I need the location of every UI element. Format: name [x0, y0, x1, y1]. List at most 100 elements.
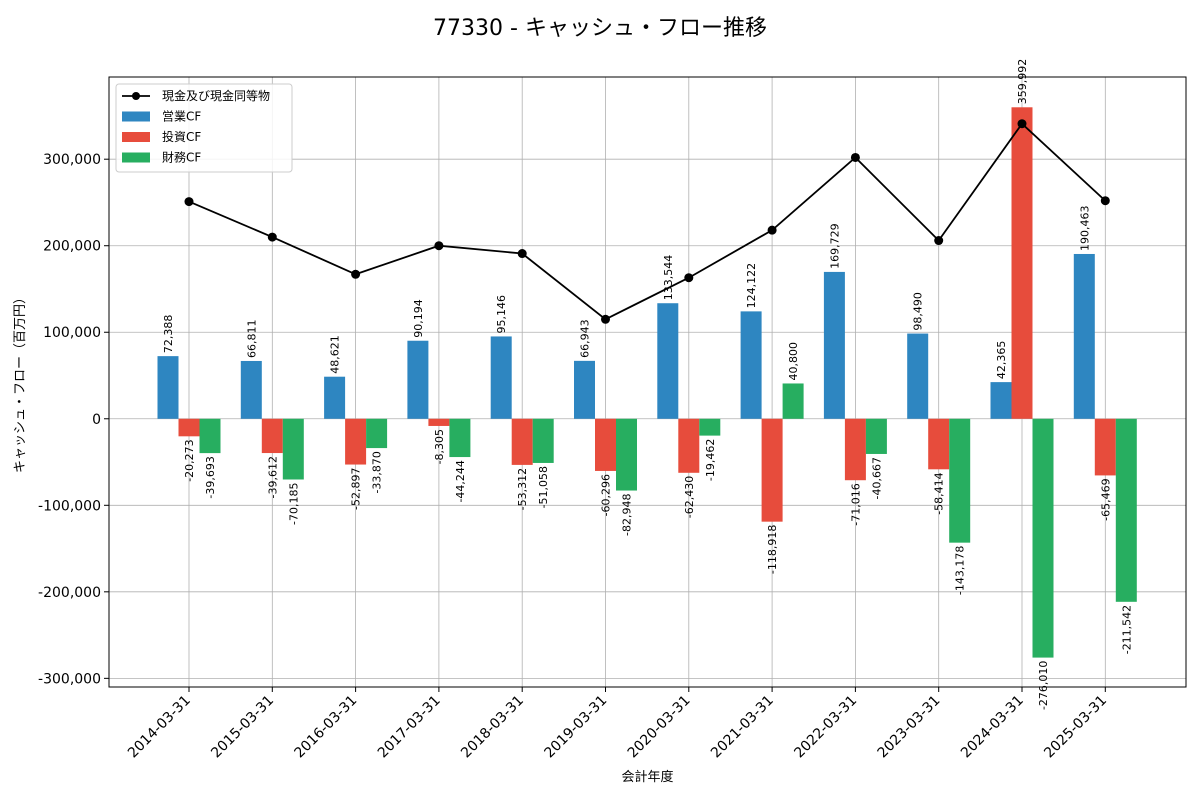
line-point	[850, 152, 860, 162]
line-point	[517, 249, 527, 259]
data-label: 72,388	[162, 315, 175, 354]
data-label: -71,016	[849, 483, 862, 525]
bar	[282, 418, 304, 480]
chart-title: 77330 - キャッシュ・フロー推移	[433, 16, 767, 41]
y-tick-label: 0	[92, 412, 101, 428]
legend-point-marker	[132, 92, 140, 100]
data-label: 66,811	[245, 319, 258, 357]
x-tick-label: 2019-03-31	[541, 693, 610, 762]
x-tick-label: 2024-03-31	[958, 693, 1027, 762]
data-label: -39,693	[204, 456, 217, 498]
data-label: 66,943	[579, 319, 592, 358]
x-tick-label: 2015-03-31	[208, 693, 277, 762]
legend-swatch	[122, 152, 150, 163]
bar	[907, 333, 929, 419]
bar	[990, 382, 1012, 419]
line-point	[1100, 196, 1110, 206]
x-tick-label: 2025-03-31	[1041, 693, 1110, 762]
x-tick-label: 2023-03-31	[875, 693, 944, 762]
bar	[511, 418, 533, 465]
data-label: -51,058	[537, 466, 550, 508]
y-tick-label: -300,000	[38, 671, 101, 687]
line-point	[767, 225, 777, 235]
bar	[699, 418, 721, 436]
data-label: 359,992	[1016, 59, 1029, 105]
bar	[574, 360, 595, 419]
legend-label: 営業CF	[162, 110, 201, 124]
y-tick-label: 100,000	[43, 325, 101, 341]
bar	[532, 418, 554, 463]
bar	[407, 340, 429, 419]
bar	[1094, 418, 1116, 476]
y-tick-label: 300,000	[43, 152, 101, 168]
data-label: 98,490	[912, 292, 925, 331]
bar	[595, 418, 616, 471]
data-label: 42,365	[995, 341, 1008, 380]
data-labels: 72,388 66,811 48,621 90,194 95,146 66,943 133,…	[162, 59, 1133, 710]
bar	[1073, 253, 1095, 419]
data-label: -20,273	[183, 439, 196, 481]
x-tick-label: 2021-03-31	[708, 693, 777, 762]
data-label: 133,544	[662, 255, 675, 301]
cash-line	[184, 119, 1110, 324]
x-tick-label: 2022-03-31	[791, 693, 860, 762]
legend-label: 投資CF	[162, 129, 201, 144]
data-label: -19,462	[704, 439, 717, 481]
legend-swatch	[122, 132, 150, 142]
bar	[782, 383, 804, 419]
data-label: -143,178	[954, 546, 967, 595]
bar	[949, 418, 971, 543]
x-tick-label: 2017-03-31	[375, 693, 444, 762]
bar	[261, 418, 283, 454]
bar	[928, 418, 950, 470]
bar	[844, 418, 866, 481]
bar	[178, 418, 200, 437]
data-label: 190,463	[1078, 205, 1091, 251]
bar	[657, 303, 679, 419]
data-label: 48,621	[329, 335, 342, 374]
y-tick-label: -100,000	[38, 498, 101, 514]
bar	[616, 418, 637, 491]
bar	[324, 376, 346, 419]
legend-label: 財務CF	[162, 150, 201, 165]
bar	[366, 418, 388, 449]
bar	[761, 418, 783, 522]
data-label: -44,244	[454, 460, 467, 502]
data-label: -39,612	[266, 456, 279, 498]
line-point	[351, 269, 361, 279]
legend-swatch	[122, 111, 150, 122]
line-series	[188, 122, 1106, 321]
line-point	[267, 232, 277, 242]
bar	[1032, 418, 1054, 658]
data-label: -70,185	[287, 483, 300, 525]
data-label: 169,729	[828, 223, 841, 269]
bar	[199, 418, 221, 454]
grid	[109, 77, 1186, 687]
x-tick-label: 2014-03-31	[125, 693, 194, 762]
data-label: 95,146	[495, 295, 508, 334]
bar	[490, 336, 512, 419]
legend-label: 現金及び現金同等物	[162, 88, 270, 103]
data-label: -58,414	[933, 472, 946, 514]
y-tick-label: 200,000	[43, 239, 101, 255]
data-label: 124,122	[745, 263, 758, 309]
data-label: 90,194	[412, 299, 425, 338]
line-point	[601, 314, 610, 324]
x-axis-label: 会計年度	[621, 769, 673, 785]
data-label: -65,469	[1099, 478, 1112, 520]
line-point	[1017, 119, 1027, 129]
data-label: -118,918	[766, 525, 779, 574]
x-tick-label: 2016-03-31	[292, 693, 361, 762]
data-label: -53,312	[516, 468, 529, 510]
y-axis-label: キャッシュ・フロー（百万円）	[13, 291, 28, 473]
bar	[428, 418, 450, 426]
bar	[157, 356, 179, 419]
data-label: -211,542	[1120, 605, 1133, 654]
data-label: -82,948	[621, 494, 634, 536]
bar	[678, 418, 700, 473]
line-point	[684, 273, 694, 283]
bar	[865, 418, 887, 454]
data-label: -33,870	[371, 451, 384, 493]
